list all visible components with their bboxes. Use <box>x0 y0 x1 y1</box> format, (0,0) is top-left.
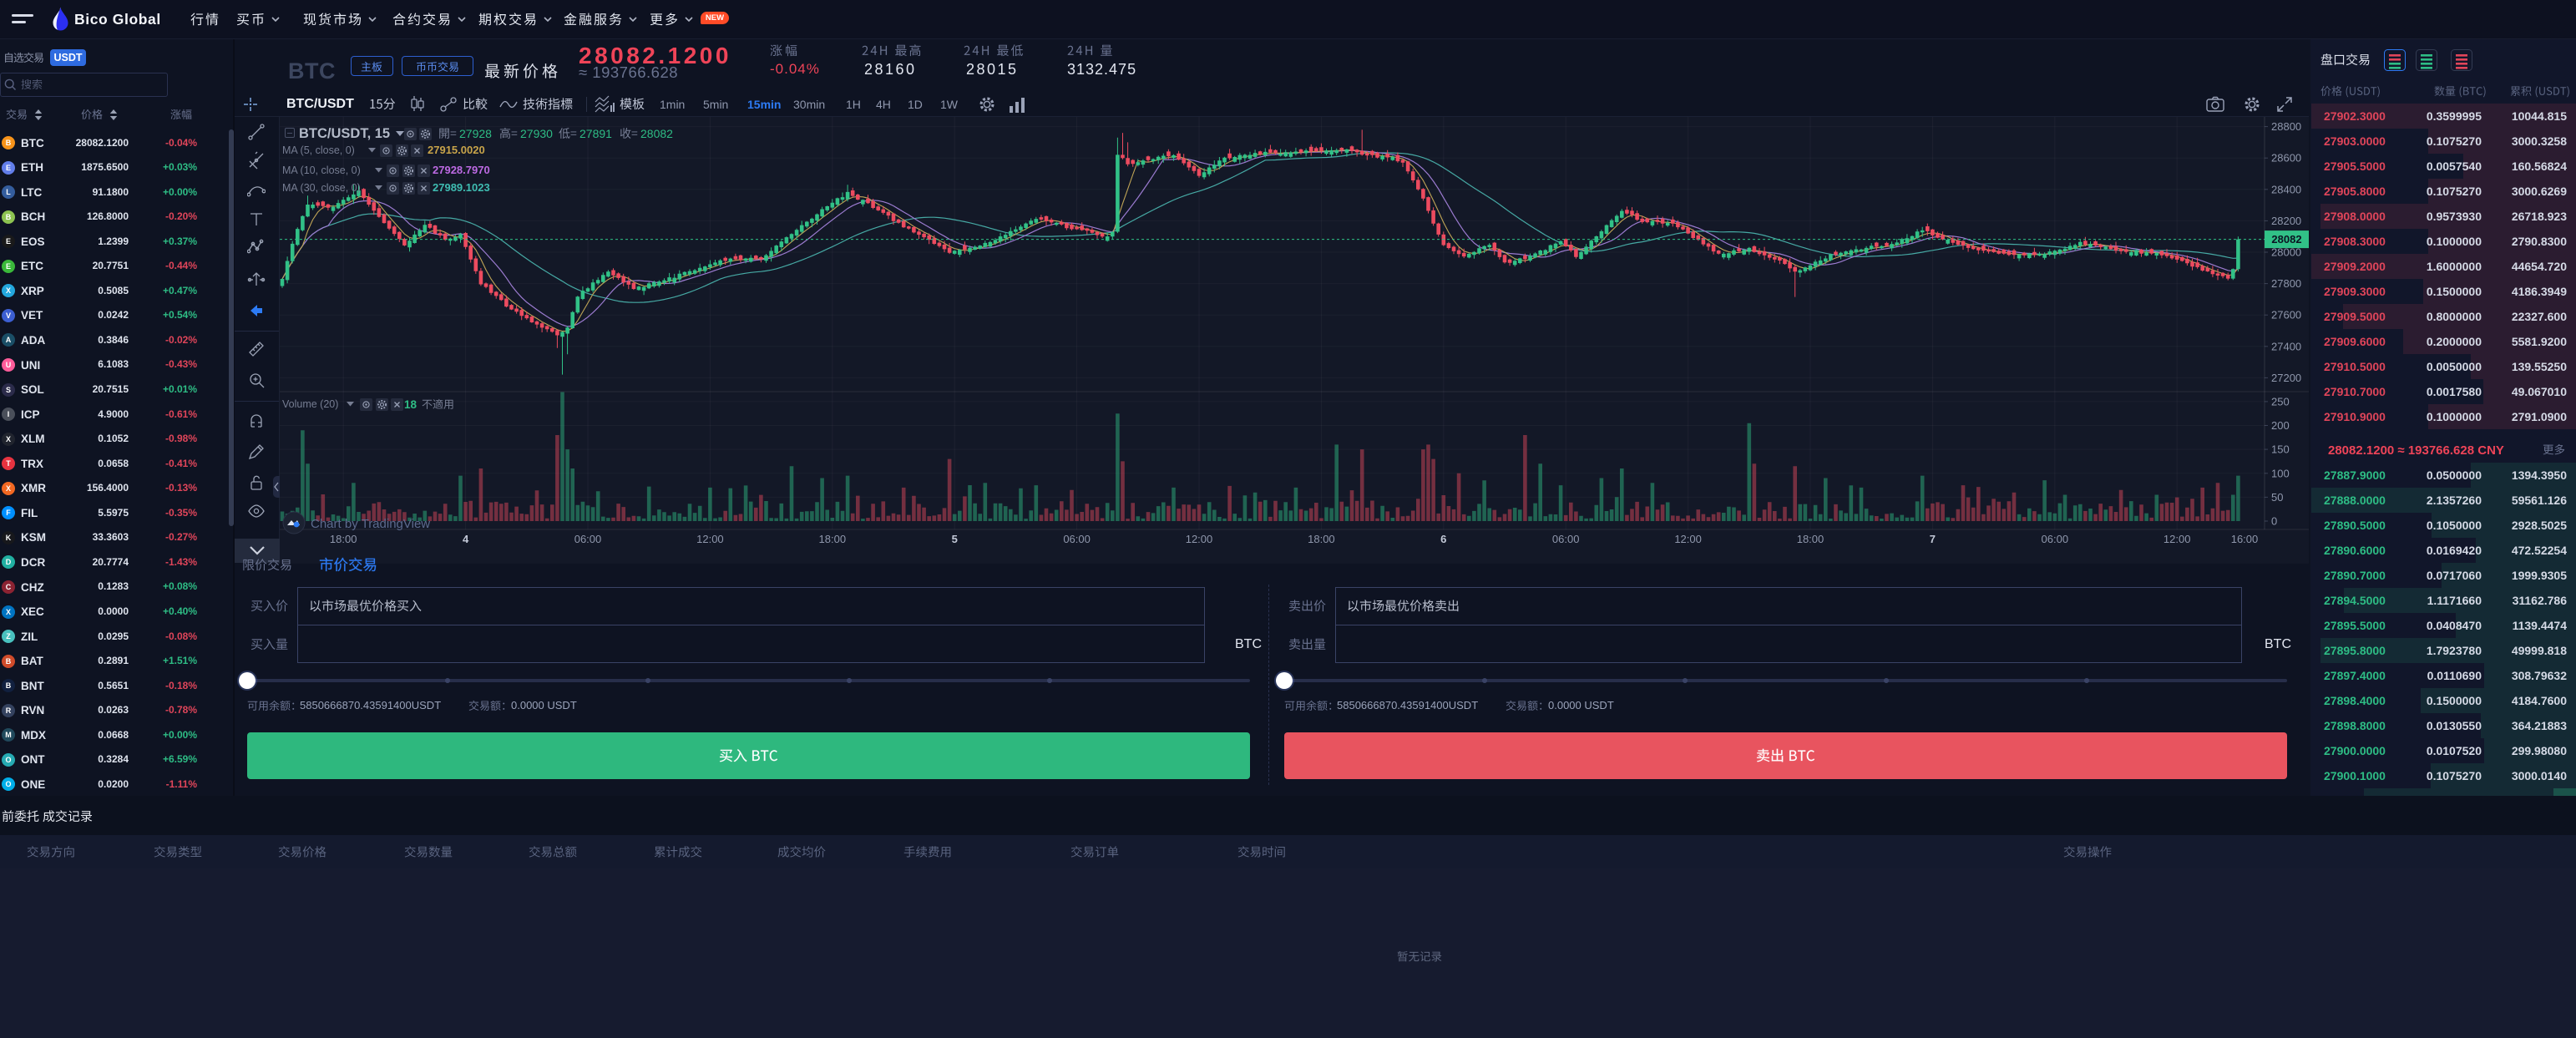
svg-text:18:00: 18:00 <box>1308 533 1335 545</box>
svg-text:28000: 28000 <box>2271 246 2301 259</box>
svg-text:28082: 28082 <box>2271 233 2301 246</box>
svg-text:250: 250 <box>2271 395 2290 408</box>
svg-text:27600: 27600 <box>2271 309 2301 322</box>
svg-text:28400: 28400 <box>2271 183 2301 195</box>
svg-text:12:00: 12:00 <box>696 533 724 545</box>
svg-text:06:00: 06:00 <box>2042 533 2069 545</box>
svg-text:18:00: 18:00 <box>819 533 847 545</box>
svg-text:200: 200 <box>2271 419 2290 432</box>
svg-text:06:00: 06:00 <box>574 533 602 545</box>
svg-text:27200: 27200 <box>2271 372 2301 384</box>
svg-text:28200: 28200 <box>2271 215 2301 227</box>
svg-text:16:00: 16:00 <box>2231 533 2259 545</box>
svg-text:5: 5 <box>952 533 958 545</box>
svg-text:28600: 28600 <box>2271 152 2301 165</box>
svg-text:18:00: 18:00 <box>330 533 357 545</box>
svg-text:28800: 28800 <box>2271 120 2301 133</box>
svg-text:6: 6 <box>1440 533 1446 545</box>
svg-text:150: 150 <box>2271 443 2290 456</box>
svg-text:50: 50 <box>2271 491 2283 504</box>
svg-text:7: 7 <box>1930 533 1936 545</box>
svg-text:4: 4 <box>463 533 469 545</box>
svg-text:12:00: 12:00 <box>2164 533 2191 545</box>
svg-text:27800: 27800 <box>2271 277 2301 290</box>
svg-text:06:00: 06:00 <box>1552 533 1580 545</box>
svg-text:18:00: 18:00 <box>1797 533 1824 545</box>
svg-text:06:00: 06:00 <box>1063 533 1091 545</box>
svg-text:100: 100 <box>2271 467 2290 479</box>
svg-text:0: 0 <box>2271 515 2277 528</box>
svg-text:12:00: 12:00 <box>1674 533 1702 545</box>
svg-text:12:00: 12:00 <box>1186 533 1213 545</box>
svg-text:27400: 27400 <box>2271 340 2301 352</box>
